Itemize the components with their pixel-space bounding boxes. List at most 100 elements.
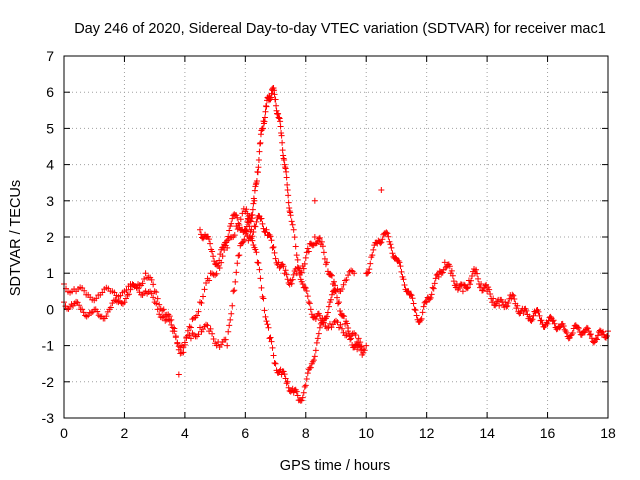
data-point: [252, 181, 259, 188]
data-point: [256, 148, 263, 155]
data-point: [256, 140, 263, 147]
data-point: [150, 294, 157, 301]
data-point: [294, 264, 301, 271]
data-point: [339, 286, 346, 293]
data-point: [392, 254, 399, 261]
data-point: [388, 244, 395, 251]
y-axis-label: SDTVAR / TECUs: [8, 180, 24, 296]
data-point: [302, 254, 309, 261]
data-point: [283, 174, 290, 181]
data-point: [324, 268, 331, 275]
data-point: [268, 94, 275, 101]
data-point: [216, 257, 223, 264]
data-point: [233, 269, 240, 276]
data-point: [407, 291, 414, 298]
data-point: [333, 288, 339, 295]
data-point: [287, 212, 294, 219]
data-point: [494, 298, 501, 305]
data-point: [441, 259, 448, 266]
data-point: [272, 255, 279, 262]
data-point: [385, 233, 392, 240]
data-point: [285, 192, 292, 199]
data-point: [314, 335, 321, 342]
data-point: [210, 336, 217, 343]
data-point: [255, 260, 262, 267]
data-point: [556, 324, 563, 331]
data-point: [153, 289, 160, 296]
data-point: [321, 255, 328, 262]
data-point: [323, 259, 330, 266]
data-point: [569, 329, 576, 336]
data-point: [257, 131, 264, 138]
data-point: [270, 244, 277, 251]
data-point: [276, 264, 283, 271]
x-tick-label: 8: [302, 425, 310, 441]
data-point: [502, 299, 509, 306]
data-point: [369, 252, 376, 259]
data-point: [293, 388, 300, 395]
data-point: [355, 335, 362, 342]
data-point: [485, 284, 492, 291]
data-point: [153, 300, 160, 307]
data-point: [327, 271, 334, 278]
data-point: [599, 328, 606, 335]
data-point: [509, 291, 516, 298]
data-point: [289, 221, 296, 228]
data-point: [354, 346, 361, 353]
data-point: [80, 309, 87, 316]
data-point: [523, 307, 530, 314]
data-point: [94, 308, 101, 315]
data-point: [449, 272, 456, 279]
data-point: [422, 298, 429, 305]
data-point: [284, 378, 291, 385]
data-point: [283, 168, 290, 175]
data-point: [345, 324, 352, 331]
data-point: [428, 291, 435, 298]
data-point: [412, 307, 419, 314]
data-point: [331, 282, 338, 289]
data-point: [384, 230, 391, 237]
data-point: [592, 335, 599, 342]
data-point: [339, 325, 346, 332]
data-point: [474, 270, 481, 277]
data-point: [175, 346, 182, 353]
data-point: [234, 214, 241, 221]
data-point: [261, 114, 268, 121]
x-tick-label: 0: [60, 425, 68, 441]
data-point: [180, 349, 187, 356]
data-point: [299, 281, 306, 288]
data-point: [278, 132, 285, 139]
data-point: [204, 322, 211, 329]
data-point: [150, 281, 157, 288]
data-point: [418, 315, 425, 322]
data-point: [230, 288, 237, 295]
x-tick-label: 2: [121, 425, 129, 441]
data-point: [141, 276, 148, 283]
data-point: [299, 394, 306, 401]
data-point: [252, 223, 259, 230]
data-point: [142, 270, 149, 277]
x-tick-label: 4: [181, 425, 189, 441]
data-point: [545, 317, 552, 324]
data-point: [251, 197, 258, 204]
data-point: [503, 303, 510, 310]
x-tick-label: 10: [358, 425, 374, 441]
data-point: [278, 129, 285, 136]
data-point: [224, 244, 231, 251]
data-point: [520, 310, 527, 317]
data-point: [442, 264, 449, 271]
data-point: [310, 357, 317, 364]
data-point: [272, 360, 279, 367]
x-tick-label: 12: [419, 425, 435, 441]
data-point: [183, 334, 190, 341]
data-point: [254, 259, 261, 266]
data-point: [254, 169, 261, 176]
data-point: [334, 319, 341, 326]
data-point: [587, 331, 594, 338]
x-tick-label: 14: [479, 425, 495, 441]
data-point: [148, 276, 155, 283]
data-point: [283, 380, 290, 387]
data-point: [429, 284, 436, 291]
data-point: [268, 338, 275, 345]
data-point: [200, 293, 207, 300]
